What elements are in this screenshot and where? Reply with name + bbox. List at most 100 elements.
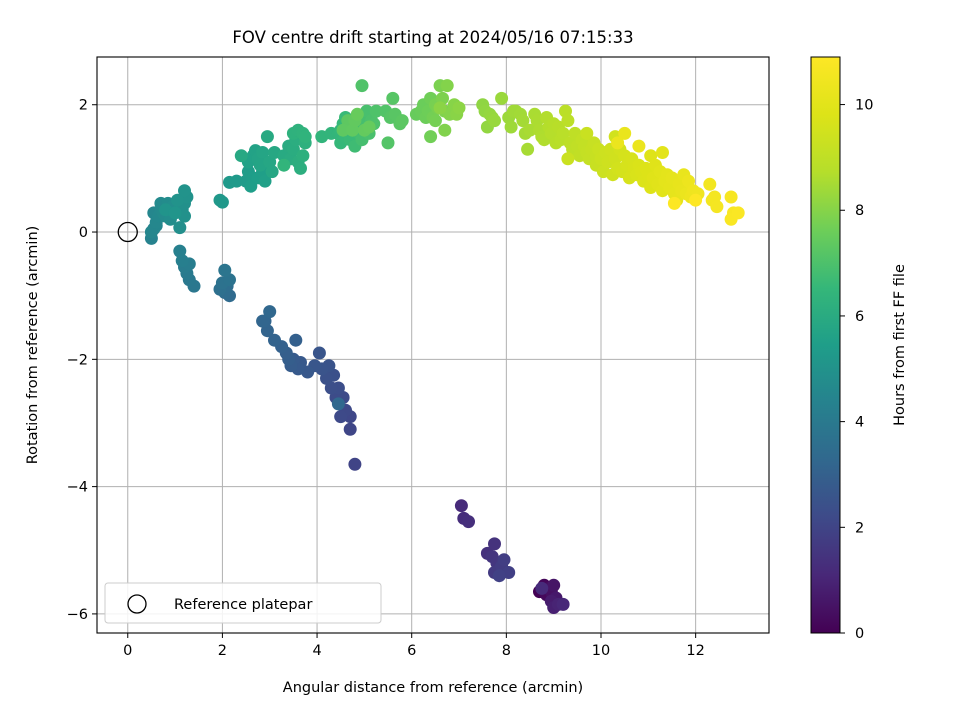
y-tick-label: −2	[67, 352, 88, 368]
data-point	[171, 193, 184, 207]
reference-platepar-marker	[117, 221, 138, 243]
data-point	[556, 126, 570, 140]
colorbar-tick-label: 4	[855, 415, 864, 431]
y-tick-label: 0	[79, 225, 88, 241]
data-point	[535, 581, 549, 595]
data-point	[173, 244, 187, 258]
legend: Reference platepar	[104, 582, 382, 624]
data-point	[223, 273, 236, 287]
data-point	[632, 139, 646, 153]
data-point	[424, 130, 438, 144]
data-point	[178, 184, 191, 198]
data-point	[296, 149, 310, 163]
data-point	[488, 537, 501, 551]
data-point	[386, 91, 400, 105]
data-point	[336, 123, 350, 137]
grid-lines	[97, 57, 769, 633]
data-point	[667, 196, 681, 210]
data-point	[173, 221, 187, 235]
data-point	[556, 597, 570, 611]
colorbar: 0 2 4 6 8 10 Hours from first FF file	[810, 56, 908, 642]
data-point	[495, 91, 509, 105]
data-point	[580, 126, 594, 140]
data-point	[343, 422, 357, 436]
data-point	[521, 142, 535, 156]
data-point	[230, 174, 244, 188]
data-point	[277, 158, 291, 172]
data-point	[395, 114, 409, 128]
data-point	[710, 200, 724, 214]
data-point	[355, 79, 369, 93]
x-tick-label: 8	[502, 643, 511, 659]
data-point	[312, 346, 326, 360]
data-point	[350, 107, 364, 121]
data-point	[433, 101, 447, 115]
data-point	[438, 123, 452, 137]
colorbar-tick-label: 6	[855, 309, 864, 325]
data-point	[258, 174, 272, 188]
data-point	[561, 114, 575, 128]
data-point	[168, 206, 182, 220]
data-point	[611, 136, 625, 150]
data-point	[324, 381, 338, 395]
data-point	[369, 104, 383, 118]
data-points	[144, 79, 745, 614]
data-point	[256, 146, 270, 159]
data-point	[215, 195, 229, 209]
data-point	[497, 553, 511, 567]
data-point	[294, 161, 307, 175]
data-point	[452, 101, 466, 115]
colorbar-tick-label: 2	[855, 520, 864, 536]
colorbar-gradient	[810, 56, 841, 634]
data-point	[462, 515, 475, 529]
legend-label: Reference platepar	[174, 597, 312, 613]
data-point	[724, 190, 738, 204]
data-point	[428, 114, 442, 128]
data-point	[703, 177, 717, 191]
x-tick-label: 10	[592, 643, 610, 659]
data-point	[516, 114, 530, 128]
y-tick-label: 2	[79, 98, 88, 114]
x-tick-label: 12	[686, 643, 704, 659]
x-tick-label: 0	[123, 643, 132, 659]
data-point	[260, 130, 274, 144]
data-point	[289, 333, 303, 347]
data-point	[454, 499, 468, 513]
data-point	[298, 130, 312, 144]
y-tick-label: −4	[67, 480, 88, 496]
legend-box	[104, 582, 382, 624]
x-axis-label: Angular distance from reference (arcmin)	[283, 680, 583, 696]
data-point	[504, 120, 518, 134]
data-point	[488, 114, 501, 128]
data-point	[618, 126, 632, 140]
y-axis-ticks: −6 −4 −2 0 2	[67, 98, 97, 623]
x-tick-label: 4	[312, 643, 321, 659]
data-point	[440, 79, 454, 93]
data-point	[689, 193, 703, 207]
x-axis-ticks: 0 2 4 6 8 10 12	[123, 633, 705, 659]
colorbar-tick-label: 8	[855, 203, 864, 219]
plot-frame	[96, 56, 770, 634]
x-tick-label: 6	[407, 643, 416, 659]
data-point	[492, 569, 506, 583]
colorbar-tick-label: 0	[855, 626, 864, 642]
data-point	[234, 149, 248, 163]
data-point	[268, 333, 281, 347]
data-point	[523, 123, 537, 137]
data-point	[334, 410, 348, 424]
data-point	[256, 314, 270, 328]
chart-title: FOV centre drift starting at 2024/05/16 …	[232, 28, 633, 47]
data-point	[656, 146, 669, 159]
colorbar-ticks: 0 2 4 6 8 10	[840, 98, 873, 642]
legend-marker	[127, 594, 147, 614]
x-tick-label: 2	[218, 643, 227, 659]
data-point	[265, 165, 279, 179]
y-tick-label: −6	[67, 607, 88, 623]
colorbar-tick-label: 10	[855, 98, 873, 114]
data-point	[331, 397, 345, 411]
data-point	[362, 120, 376, 134]
data-point	[348, 457, 362, 471]
reference-marker	[117, 221, 138, 243]
data-point	[682, 174, 695, 188]
